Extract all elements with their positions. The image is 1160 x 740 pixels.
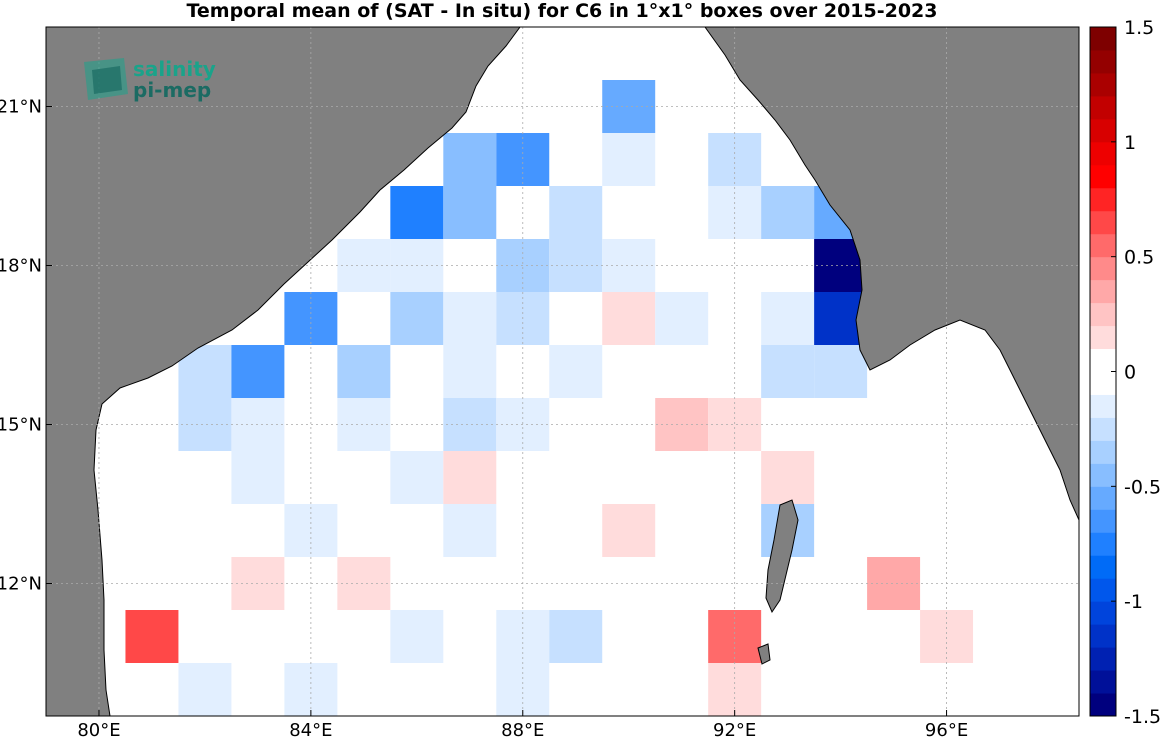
heatmap-cell	[549, 610, 603, 663]
grid-lines	[46, 27, 1079, 716]
colorbar-band	[1090, 302, 1116, 327]
land-myanmar	[704, 26, 1080, 521]
y-tick-label: 21°N	[0, 97, 42, 118]
land	[45, 26, 1080, 717]
colorbar-band	[1090, 95, 1116, 120]
x-tick-label: 96°E	[925, 720, 968, 740]
colorbar-tick-label: 1	[1124, 132, 1136, 154]
colorbar-band	[1090, 325, 1116, 350]
heatmap-cell	[443, 345, 497, 398]
land-india-bangladesh	[45, 26, 521, 717]
colorbar-tick-label: 0	[1124, 362, 1136, 384]
colorbar-band	[1090, 670, 1116, 694]
colorbar-band	[1090, 417, 1116, 441]
colorbar-band	[1090, 233, 1116, 258]
colorbar-band	[1090, 394, 1116, 418]
heatmap-cell	[761, 345, 815, 398]
heatmap-cell	[655, 292, 709, 345]
colorbar-band	[1090, 509, 1116, 533]
heatmap-cell	[443, 186, 497, 239]
colorbar-band	[1090, 463, 1116, 487]
heatmap-cell	[761, 292, 815, 345]
colorbar-bands	[1090, 27, 1116, 717]
heatmap-cell	[284, 504, 338, 557]
heatmap-cell	[602, 133, 656, 186]
x-tick-label: 84°E	[289, 720, 332, 740]
colorbar-band	[1090, 555, 1116, 579]
colorbar-band	[1090, 348, 1116, 372]
chart-title: Temporal mean of (SAT - In situ) for C6 …	[186, 0, 937, 22]
colorbar-band	[1090, 49, 1116, 74]
y-axis: 21°N 18°N 15°N 12°N	[0, 97, 52, 595]
heatmap-cell	[390, 610, 444, 663]
salinity-pi-mep-logo: salinity pi-mep	[84, 57, 216, 102]
heatmap-cell	[231, 345, 285, 398]
heatmap-cell	[549, 186, 603, 239]
heatmap-cell	[231, 451, 285, 504]
x-tick-label: 80°E	[77, 720, 120, 740]
heatmap-cell	[602, 292, 656, 345]
heatmap-cell	[443, 292, 497, 345]
heatmap-cell	[602, 504, 656, 557]
colorbar-band	[1090, 440, 1116, 464]
logo-line-2: pi-mep	[133, 78, 211, 102]
x-axis: 80°E 84°E 88°E 92°E 96°E	[77, 710, 968, 740]
map-frame	[45, 26, 1080, 717]
x-tick-label: 88°E	[501, 720, 544, 740]
heatmap-cell	[443, 504, 497, 557]
colorbar-band	[1090, 141, 1116, 166]
colorbar-band	[1090, 279, 1116, 304]
land-nicobar-islands	[757, 643, 771, 665]
x-tick-label: 92°E	[713, 720, 756, 740]
colorbar-band	[1090, 601, 1116, 625]
colorbar-tick-label: 1.5	[1124, 17, 1154, 39]
heatmap-cell	[814, 345, 868, 398]
heatmap-cell	[443, 133, 497, 186]
colorbar-ticks: 1.5 1 0.5 0 -0.5 -1 -1.5	[1111, 17, 1160, 728]
colorbar-tick-label: -1.5	[1124, 706, 1160, 728]
colorbar-band	[1090, 532, 1116, 556]
colorbar-band	[1090, 578, 1116, 602]
y-tick-label: 12°N	[0, 574, 42, 595]
heatmap-cell	[549, 345, 603, 398]
colorbar-band	[1090, 164, 1116, 189]
y-tick-label: 18°N	[0, 256, 42, 277]
y-tick-label: 15°N	[0, 415, 42, 436]
heatmap-cell	[761, 186, 815, 239]
heatmap-cell	[337, 345, 391, 398]
heatmap-cell	[549, 239, 603, 292]
colorbar-band	[1090, 118, 1116, 143]
logo-line-1: salinity	[133, 57, 216, 81]
colorbar-band	[1090, 72, 1116, 97]
map-panel: 80°E 84°E 88°E 92°E 96°E 21°N 18°N 15°N 12°N	[0, 26, 1080, 740]
heatmap-cell	[390, 186, 444, 239]
colorbar-band	[1090, 187, 1116, 212]
colorbar-band	[1090, 693, 1116, 717]
logo-mark-inner-icon	[92, 66, 122, 94]
heatmap-cell	[390, 451, 444, 504]
colorbar-tick-label: -0.5	[1124, 476, 1160, 498]
colorbar: 1.5 1 0.5 0 -0.5 -1 -1.5	[1089, 17, 1160, 728]
colorbar-band	[1090, 210, 1116, 235]
colorbar-band	[1090, 486, 1116, 510]
colorbar-band	[1090, 647, 1116, 671]
colorbar-tick-label: -1	[1124, 591, 1143, 613]
colorbar-band	[1090, 624, 1116, 648]
heatmap-cell	[443, 451, 497, 504]
heatmap-cell	[390, 292, 444, 345]
land-andaman-islands	[765, 499, 799, 614]
colorbar-band	[1090, 371, 1116, 395]
colorbar-tick-label: 0.5	[1124, 247, 1154, 269]
heatmap-cell	[178, 663, 232, 716]
heatmap-cell	[125, 610, 179, 663]
colorbar-band	[1090, 27, 1116, 51]
colorbar-band	[1090, 256, 1116, 281]
heatmap-cell	[761, 451, 815, 504]
